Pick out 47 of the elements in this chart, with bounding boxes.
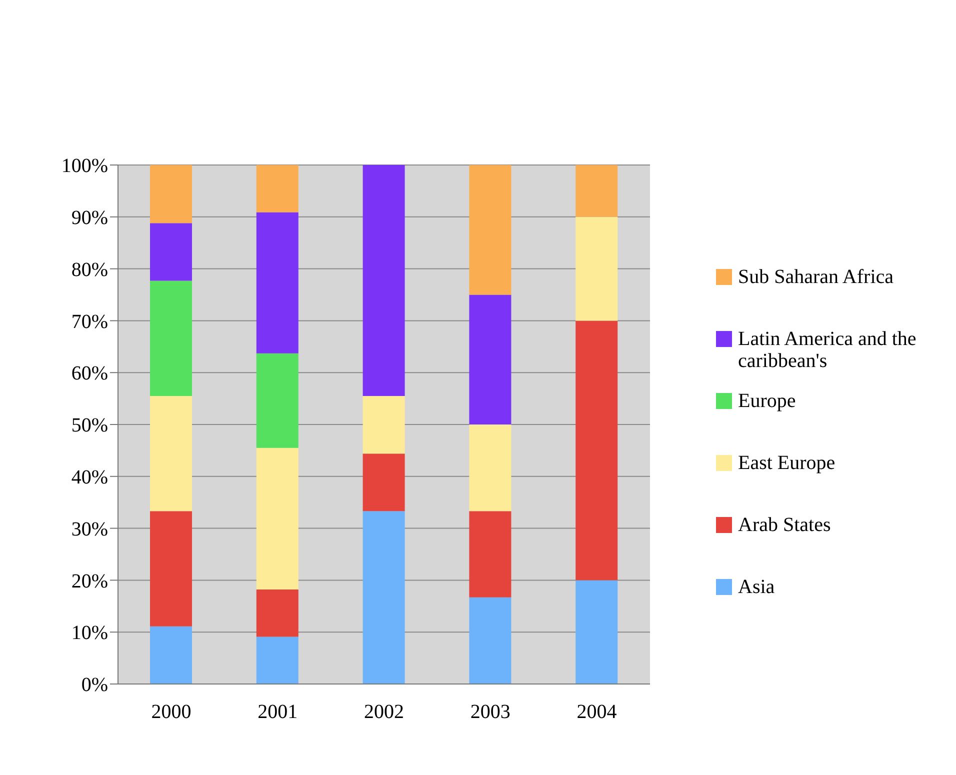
legend-label: East Europe	[738, 452, 836, 474]
legend-label: Europe	[738, 390, 797, 412]
bar	[256, 590, 298, 637]
bar	[256, 212, 298, 354]
y-tick-label: 90%	[71, 207, 108, 229]
bar	[469, 511, 512, 598]
y-tick-label: 60%	[71, 362, 108, 385]
y-tick-label: 80%	[71, 258, 108, 281]
y-tick-label: 100%	[61, 155, 108, 178]
x-tick-label: 2003	[470, 701, 510, 724]
y-tick-label: 50%	[71, 414, 108, 437]
bar	[469, 165, 512, 295]
bar	[576, 165, 618, 217]
y-tick-label: 40%	[71, 466, 108, 488]
legend-label: Asia	[738, 576, 776, 598]
bar	[150, 223, 192, 281]
bar	[150, 626, 192, 684]
bar	[256, 353, 298, 448]
bar	[469, 424, 512, 512]
bar	[256, 636, 298, 684]
y-tick-label: 10%	[71, 622, 108, 644]
bar	[362, 165, 405, 396]
bar	[362, 511, 405, 684]
x-tick-label: 2004	[576, 701, 617, 724]
y-tick-label: 20%	[71, 570, 108, 592]
bar	[150, 511, 192, 626]
x-tick-label: 2000	[151, 701, 192, 724]
legend-label: Sub Saharan Africa	[738, 266, 895, 288]
x-tick-label: 2001	[258, 701, 298, 724]
y-tick-label: 0%	[81, 674, 108, 696]
legend-label: Arab States	[738, 514, 832, 536]
bar	[469, 597, 512, 684]
y-tick-label: 70%	[71, 310, 108, 333]
bar	[150, 396, 192, 512]
bar	[150, 280, 192, 396]
bar	[256, 165, 298, 212]
legend-label: Latin America and the caribbean's	[738, 328, 918, 372]
bar	[362, 396, 405, 454]
bar	[576, 216, 618, 321]
bar	[256, 448, 298, 590]
bar	[469, 294, 512, 424]
x-tick-label: 2002	[364, 701, 404, 724]
y-tick-label: 30%	[71, 518, 108, 540]
bar	[576, 580, 618, 684]
bar	[576, 320, 618, 580]
bar	[150, 165, 192, 224]
bar	[362, 454, 405, 512]
